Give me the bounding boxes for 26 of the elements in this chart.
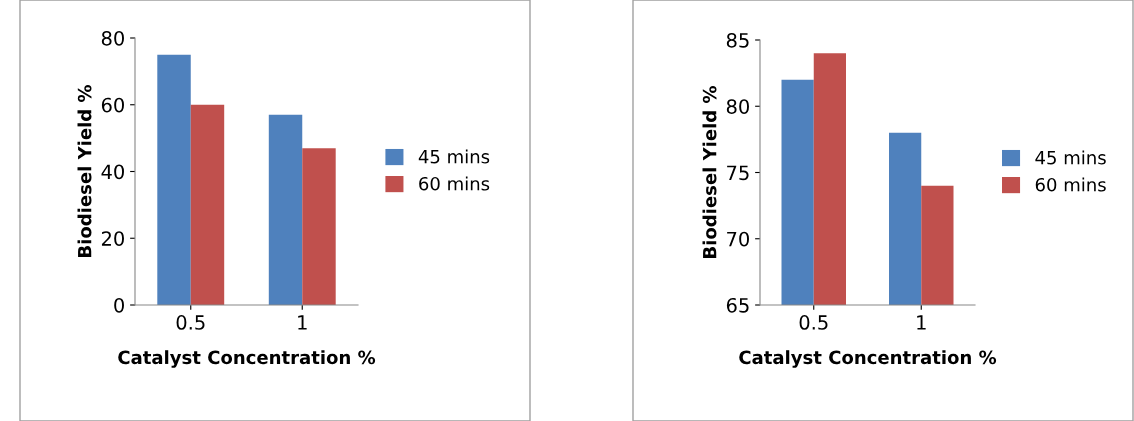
y-tick-label: 40 [101, 164, 124, 180]
y-tick-label: 85 [726, 32, 749, 48]
x-tick-label: 0.5 [176, 315, 205, 330]
legend-label: 45 mins [418, 149, 490, 164]
bar [190, 104, 225, 305]
bar [157, 54, 191, 305]
x-tick-label: 1 [298, 315, 307, 330]
x-axis-title: Catalyst Concentration % [739, 350, 997, 368]
x-tick-label: 0.5 [799, 315, 828, 330]
y-tick-label: 65 [726, 297, 749, 313]
legend-label: 60 mins [1035, 177, 1106, 192]
bar [268, 114, 303, 305]
y-axis-title: Biodiesel Yield % [77, 84, 92, 257]
legend-label: 60 mins [419, 176, 490, 191]
legend-label: 45 mins [1035, 150, 1106, 165]
y-tick-label: 75 [727, 165, 749, 181]
y-tick-label: 0 [114, 297, 124, 313]
bar [302, 148, 336, 305]
y-tick-label: 60 [101, 97, 124, 113]
y-axis-title: Biodiesel Yield % [702, 85, 717, 258]
y-tick-label: 70 [727, 231, 749, 247]
x-axis-title: Catalyst Concentration % [118, 350, 376, 368]
y-tick-label: 20 [101, 231, 124, 246]
y-tick-label: 80 [101, 30, 124, 46]
x-tick-label: 1 [917, 315, 926, 330]
y-tick-label: 80 [726, 99, 749, 114]
